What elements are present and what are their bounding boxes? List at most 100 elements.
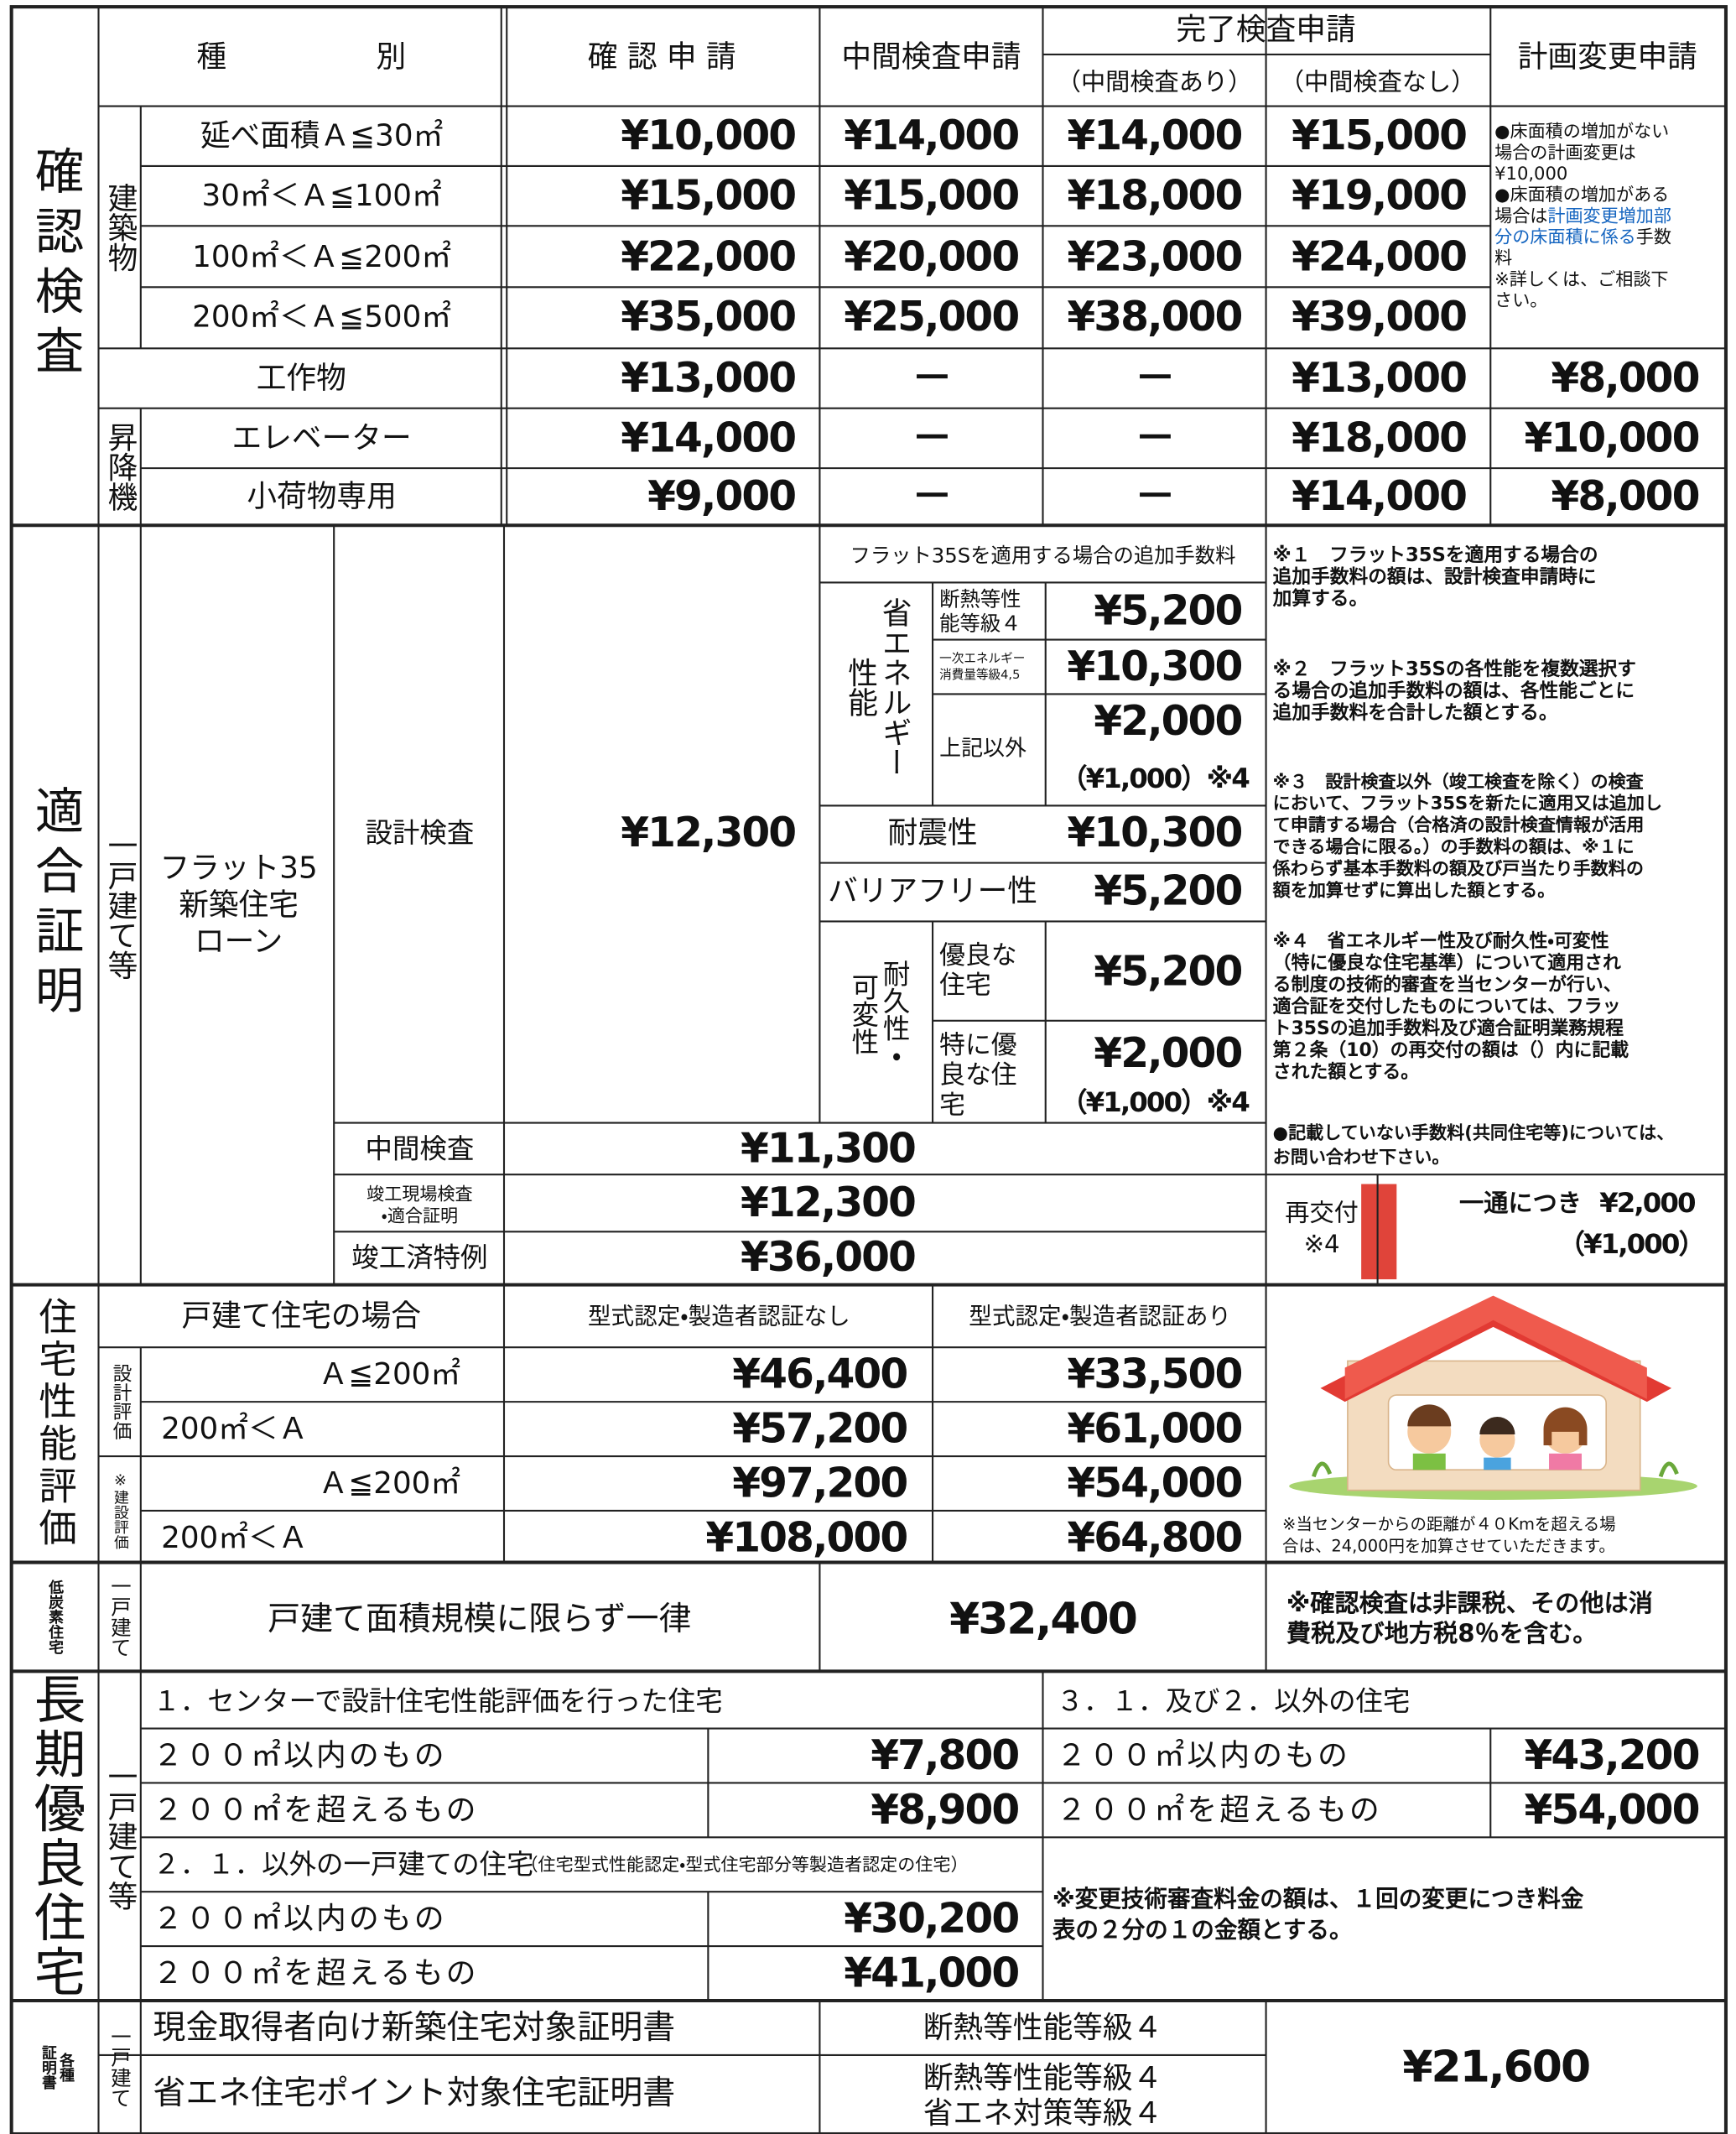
fee: ¥10,300 bbox=[1067, 809, 1241, 856]
row-label: 竣工済特例 bbox=[351, 1241, 487, 1273]
fee: ¥5,200 bbox=[1094, 948, 1241, 995]
note-line: 合は、24,000円を加算させていただきます。 bbox=[1282, 1537, 1615, 1556]
fee-note: （¥1,000） bbox=[1558, 1228, 1704, 1260]
note-line: る場合の追加手数料の額は、各性能ごとに bbox=[1273, 679, 1635, 702]
fee: ¥39,000 bbox=[1292, 294, 1466, 341]
loan-label: フラット35 bbox=[160, 851, 318, 886]
note-line: ●床面積の増加がない bbox=[1494, 120, 1669, 141]
row-label: 戸建て面積規模に限らず一律 bbox=[268, 1600, 691, 1638]
fee: ¥8,900 bbox=[871, 1787, 1018, 1834]
fee: ¥20,000 bbox=[844, 234, 1018, 281]
note-segment: ●床面積の増加がある bbox=[1494, 184, 1669, 205]
item-label: 特に優 bbox=[939, 1030, 1016, 1060]
fee-note: （¥1,000）※4 bbox=[1060, 763, 1250, 794]
fee: ¥10,300 bbox=[1067, 643, 1241, 690]
fee: ¥36,000 bbox=[741, 1234, 915, 1281]
row-label: 30㎡＜Ａ≦100㎡ bbox=[201, 179, 441, 213]
note-line: て申請する場合（合格済の設計検査情報が活用 bbox=[1273, 815, 1645, 835]
column-header: 計画変更申請 bbox=[1518, 40, 1697, 75]
note-line: 費税及び地方税8％を含む。 bbox=[1286, 1619, 1598, 1647]
note-line: 追加手数料の額は、設計検査申請時に bbox=[1273, 565, 1597, 588]
column-header: フラット35Sを適用する場合の追加手数料 bbox=[850, 543, 1235, 567]
fee: ¥2,000 bbox=[1094, 698, 1241, 745]
note-line: 係わらず基本手数料の額及び戸当たり手数料の bbox=[1272, 858, 1644, 879]
fee: － bbox=[1135, 414, 1174, 461]
row-label: ２００㎡を超えるもの bbox=[1057, 1793, 1382, 1827]
fee: ¥10,000 bbox=[1525, 414, 1699, 461]
item-label: バリアフリー性 bbox=[828, 874, 1037, 908]
note-segment: 計画変更増加部 bbox=[1547, 205, 1671, 226]
grade-label: 断熱等性能等級４ bbox=[923, 2061, 1163, 2095]
fee: ¥2,000 bbox=[1094, 1030, 1241, 1077]
note-line: において、フラット35Sを新たに適用又は追加し bbox=[1273, 793, 1662, 814]
fee: ¥7,800 bbox=[871, 1732, 1018, 1779]
row-label: 一通につき bbox=[1459, 1189, 1582, 1217]
item-label: 耐震性 bbox=[888, 815, 978, 850]
note-segment: 手数 bbox=[1636, 226, 1671, 247]
note-line: ※３ 設計検査以外（竣工検査を除く）の検査 bbox=[1273, 771, 1645, 792]
note-line: された額とする。 bbox=[1273, 1062, 1419, 1083]
loan-label: 新築住宅 bbox=[179, 887, 299, 922]
fee: ¥5,200 bbox=[1094, 587, 1241, 634]
item-label: 優良な bbox=[939, 940, 1016, 971]
item-label: 宅 bbox=[939, 1090, 965, 1120]
note-line: 額を加算せずに算出した額とする。 bbox=[1272, 880, 1556, 901]
section-label: 証明書 bbox=[39, 2044, 57, 2090]
fee: ¥9,000 bbox=[647, 473, 795, 520]
fee: － bbox=[912, 473, 951, 520]
fee: ¥33,500 bbox=[1067, 1351, 1241, 1398]
fee: － bbox=[1135, 355, 1174, 402]
fee: ¥14,000 bbox=[1292, 473, 1466, 520]
note-line: る制度の技術的審査を当センターが行い、 bbox=[1273, 974, 1622, 996]
fee: ¥46,400 bbox=[732, 1351, 907, 1398]
row-label: エレベーター bbox=[232, 421, 412, 455]
fee: － bbox=[912, 355, 951, 402]
row-label: 200㎡＜Ａ≦500㎡ bbox=[192, 300, 451, 335]
row-label: 中間検査 bbox=[366, 1132, 475, 1164]
fee: ¥43,200 bbox=[1525, 1732, 1699, 1779]
note-segment: 場合は bbox=[1494, 205, 1547, 226]
item-label: 住宅 bbox=[939, 971, 991, 1001]
fee: ¥2,000 bbox=[1599, 1187, 1696, 1219]
group-label: １．センターで設計住宅性能評価を行った住宅 bbox=[153, 1685, 722, 1717]
outer-border bbox=[9, 5, 1728, 2134]
fee: ¥15,000 bbox=[844, 173, 1018, 220]
note-segment: ●床面積の増加がない bbox=[1494, 120, 1669, 141]
note-line: ※１ フラット35Sを適用する場合の bbox=[1273, 544, 1598, 566]
note-line: ●記載していない手数料(共同住宅等)については、 bbox=[1273, 1122, 1675, 1142]
column-header: （中間検査あり） bbox=[1057, 67, 1253, 96]
fee: ¥24,000 bbox=[1292, 234, 1466, 281]
note-line: 料 bbox=[1494, 247, 1512, 268]
row-group-label: ※建設評価 bbox=[112, 1472, 129, 1549]
fee: ¥22,000 bbox=[621, 234, 795, 281]
item-label: 一次エネルギー bbox=[939, 652, 1025, 666]
fee: ¥14,000 bbox=[1067, 112, 1241, 159]
fee: ¥54,000 bbox=[1525, 1787, 1699, 1834]
fee: ¥32,400 bbox=[949, 1595, 1136, 1645]
fee: ¥13,000 bbox=[621, 355, 795, 402]
fee: ¥15,000 bbox=[621, 173, 795, 220]
row-group-label: 設計評価 bbox=[109, 1364, 131, 1440]
note-segment: 分の床面積に係る bbox=[1494, 226, 1636, 247]
fee: ¥57,200 bbox=[732, 1406, 907, 1453]
section-label: 住宅性能評価 bbox=[33, 1297, 77, 1550]
column-header: 型式認定・製造者認証あり bbox=[969, 1302, 1231, 1330]
column-header: 戸建て住宅の場合 bbox=[181, 1299, 421, 1333]
note-line: ※変更技術審査料金の額は、１回の変更につき料金 bbox=[1053, 1885, 1584, 1913]
fee: ¥97,200 bbox=[732, 1460, 907, 1507]
fee: － bbox=[1135, 473, 1174, 520]
row-label: ２００㎡以内のもの bbox=[153, 1738, 446, 1772]
note-line: （特に優良な住宅基準）について適用され bbox=[1273, 952, 1621, 974]
row-label: 再交付 bbox=[1285, 1199, 1359, 1227]
fee-note: （¥1,000）※4 bbox=[1060, 1086, 1250, 1118]
note-line: お問い合わせ下さい。 bbox=[1273, 1147, 1450, 1168]
row-label: 工作物 bbox=[257, 362, 346, 396]
row-group-label: 一戸建て bbox=[108, 2027, 133, 2108]
fee: － bbox=[912, 414, 951, 461]
note-line: ※確認検査は非課税、その他は消 bbox=[1286, 1589, 1653, 1617]
column-header: （中間検査なし） bbox=[1280, 67, 1476, 96]
note-segment: ¥10,000 bbox=[1494, 163, 1567, 184]
